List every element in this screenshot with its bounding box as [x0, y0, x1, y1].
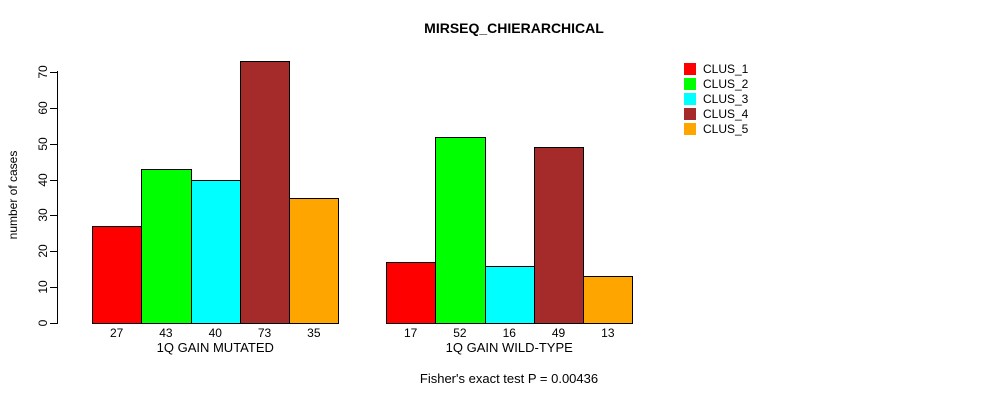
- legend-swatch-clus-1: [684, 63, 696, 75]
- y-axis-line: [57, 71, 58, 324]
- y-axis-title: number of cases: [6, 150, 20, 240]
- y-axis-tick-label: 10: [36, 280, 50, 294]
- bar-clus-5-1q-gain-wild-type: [583, 276, 634, 324]
- bar-value-label: 40: [208, 326, 222, 340]
- legend-entry-clus-1: CLUS_1: [684, 63, 748, 75]
- legend-label: CLUS_1: [703, 62, 749, 76]
- legend-label: CLUS_2: [703, 77, 749, 91]
- y-axis-tick: [50, 323, 57, 324]
- fisher-test-annotation: Fisher's exact test P = 0.00436: [419, 371, 599, 386]
- bar-value-label: 49: [551, 326, 566, 340]
- legend-label: CLUS_3: [703, 92, 749, 106]
- y-axis-tick-label: 0: [36, 319, 50, 327]
- bar-clus-5-1q-gain-mutated: [289, 197, 340, 324]
- y-axis-tick: [50, 179, 57, 181]
- legend-entry-clus-3: CLUS_3: [684, 93, 748, 105]
- y-axis-tick: [50, 72, 57, 73]
- legend-entry-clus-5: CLUS_5: [684, 123, 748, 135]
- bar-clus-1-1q-gain-mutated: [92, 226, 143, 324]
- bar-clus-3-1q-gain-wild-type: [484, 265, 535, 324]
- y-axis-tick-label: 20: [36, 244, 50, 258]
- legend-label: CLUS_5: [703, 122, 749, 136]
- y-axis-tick: [50, 215, 57, 217]
- legend-swatch-clus-2: [684, 78, 696, 90]
- bar-clus-4-1q-gain-wild-type: [533, 147, 585, 324]
- legend-entry-clus-4: CLUS_4: [684, 108, 748, 120]
- bar-clus-4-1q-gain-mutated: [239, 61, 291, 324]
- bar-clus-2-1q-gain-mutated: [141, 168, 192, 324]
- legend-swatch-clus-5: [684, 123, 696, 135]
- bar-value-label: 43: [159, 326, 173, 340]
- legend-swatch-clus-3: [684, 93, 696, 105]
- x-axis-group-label-1q-gain-wild-type: 1Q GAIN WILD-TYPE: [445, 340, 573, 355]
- bar-value-label: 17: [403, 326, 418, 340]
- bar-value-label: 16: [502, 326, 516, 340]
- bar-value-label: 13: [601, 326, 615, 340]
- y-axis-tick-label: 70: [36, 65, 50, 79]
- y-axis-tick: [50, 287, 57, 289]
- legend-entry-clus-2: CLUS_2: [684, 78, 748, 90]
- legend-swatch-clus-4: [684, 108, 696, 120]
- y-axis-tick: [50, 143, 57, 145]
- y-axis-tick-label: 60: [36, 101, 50, 115]
- chart-title: MIRSEQ_CHIERARCHICAL: [424, 20, 604, 36]
- bar-clus-1-1q-gain-wild-type: [386, 262, 437, 324]
- bar-value-label: 27: [109, 326, 124, 340]
- y-axis-tick: [50, 107, 57, 109]
- y-axis-tick-label: 30: [36, 208, 50, 223]
- bar-clus-2-1q-gain-wild-type: [435, 136, 486, 324]
- bar-value-label: 73: [257, 326, 272, 340]
- y-axis-tick-label: 40: [36, 172, 50, 187]
- y-axis-tick-label: 50: [36, 137, 50, 151]
- legend: CLUS_1 CLUS_2 CLUS_3 CLUS_4 CLUS_5: [684, 63, 748, 138]
- x-axis-group-label-1q-gain-mutated: 1Q GAIN MUTATED: [156, 340, 274, 355]
- bar-value-label: 35: [307, 326, 321, 340]
- bar-clus-3-1q-gain-mutated: [190, 179, 241, 324]
- bar-value-label: 52: [453, 326, 467, 340]
- legend-label: CLUS_4: [703, 107, 749, 121]
- y-axis-tick: [50, 251, 57, 253]
